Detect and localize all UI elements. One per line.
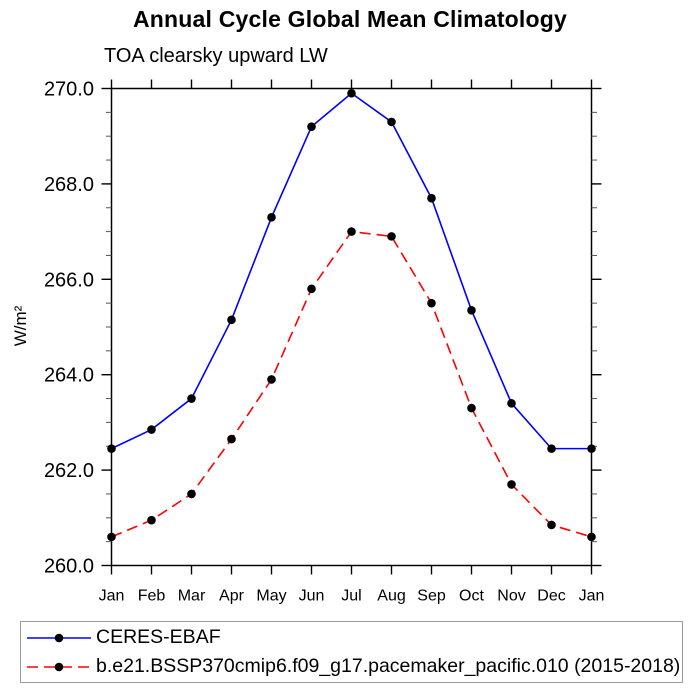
legend-line-sample-dashed-icon — [27, 662, 91, 671]
data-point-marker — [547, 520, 556, 530]
data-point-marker — [307, 122, 316, 131]
series-0-line — [111, 92, 592, 450]
data-point-marker — [427, 193, 436, 203]
y-tick-label: 266.0 — [44, 269, 94, 291]
x-tick-label: Sep — [417, 588, 446, 605]
data-point-marker — [227, 315, 236, 325]
data-point-marker — [347, 88, 356, 98]
y-tick-label: 268.0 — [44, 174, 94, 196]
data-point-marker — [467, 306, 476, 315]
x-tick-label: May — [256, 588, 286, 605]
data-point-marker — [107, 444, 116, 453]
data-point-marker — [147, 425, 156, 434]
chart-title: Annual Cycle Global Mean Climatology — [132, 6, 568, 32]
data-point-marker — [307, 284, 316, 294]
data-point-marker — [587, 444, 596, 453]
y-tick-label: 264.0 — [44, 365, 94, 387]
data-point-marker — [187, 394, 196, 403]
x-tick-label: Apr — [219, 588, 245, 605]
data-point-marker — [347, 227, 356, 236]
x-tick-label: Aug — [377, 588, 405, 605]
legend: CERES-EBAF b.e21.BSSP370cmip6.f09_g17.pa… — [20, 621, 683, 683]
x-tick-label: Oct — [459, 588, 484, 605]
data-point-marker — [387, 117, 396, 127]
data-point-marker — [467, 403, 476, 413]
y-tick-label: 260.0 — [44, 556, 94, 578]
data-point-marker — [547, 444, 556, 453]
data-point-marker — [387, 232, 396, 241]
legend-label-model: b.e21.BSSP370cmip6.f09_g17.pacemaker_pac… — [96, 655, 681, 677]
data-point-marker — [507, 480, 516, 489]
x-tick-label: Mar — [178, 588, 206, 605]
plot-frame — [110, 87, 593, 567]
data-point-marker — [507, 399, 516, 408]
x-tick-label: Jan — [99, 588, 125, 605]
x-tick-label: Nov — [497, 588, 525, 605]
legend-item-model: b.e21.BSSP370cmip6.f09_g17.pacemaker_pac… — [24, 652, 682, 681]
data-point-marker — [587, 532, 596, 542]
data-point-marker — [267, 375, 276, 384]
y-tick-label: 270.0 — [44, 79, 94, 101]
chart-subtitle: TOA clearsky upward LW — [104, 45, 328, 67]
series-1-line — [111, 230, 592, 538]
x-tick-label: Dec — [537, 588, 565, 605]
data-point-marker — [267, 212, 276, 222]
x-tick-label: Jul — [341, 588, 361, 605]
y-tick-label: 262.0 — [44, 460, 94, 482]
x-tick-label: Jun — [299, 588, 325, 605]
legend-line-sample-solid-icon — [27, 633, 91, 642]
y-axis-title: W/m² — [11, 305, 30, 346]
legend-item-ceres: CERES-EBAF — [24, 623, 682, 652]
data-point-marker — [427, 298, 436, 308]
plot-area: Jan Feb Mar Apr May Jun Jul Aug Sep Oct Nov Dec Jan 2… — [11, 79, 605, 605]
data-point-marker — [227, 434, 236, 444]
data-point-marker — [147, 515, 156, 525]
data-point-marker — [107, 532, 116, 542]
x-tick-label: Feb — [138, 588, 166, 605]
x-tick-label: Jan — [579, 588, 605, 605]
data-point-marker — [187, 489, 196, 499]
legend-label-ceres: CERES-EBAF — [96, 626, 221, 648]
